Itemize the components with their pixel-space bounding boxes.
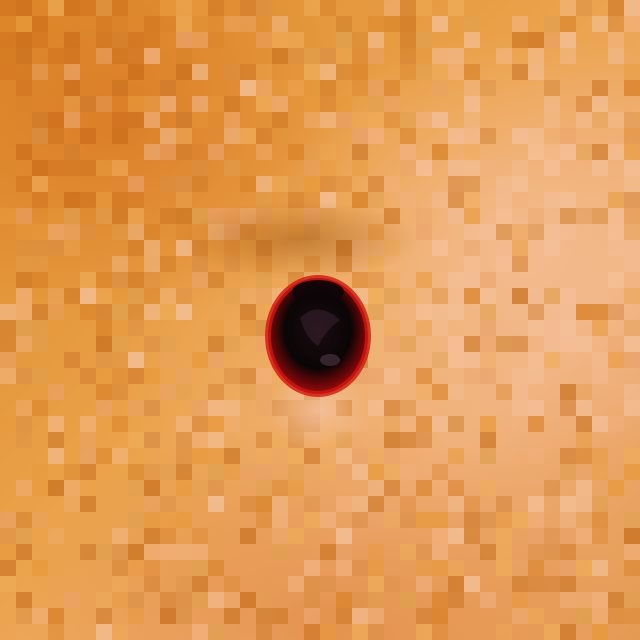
ladybug-head (292, 280, 344, 304)
ladybug-highlight (320, 354, 340, 366)
ladybug-shadow (180, 200, 420, 280)
